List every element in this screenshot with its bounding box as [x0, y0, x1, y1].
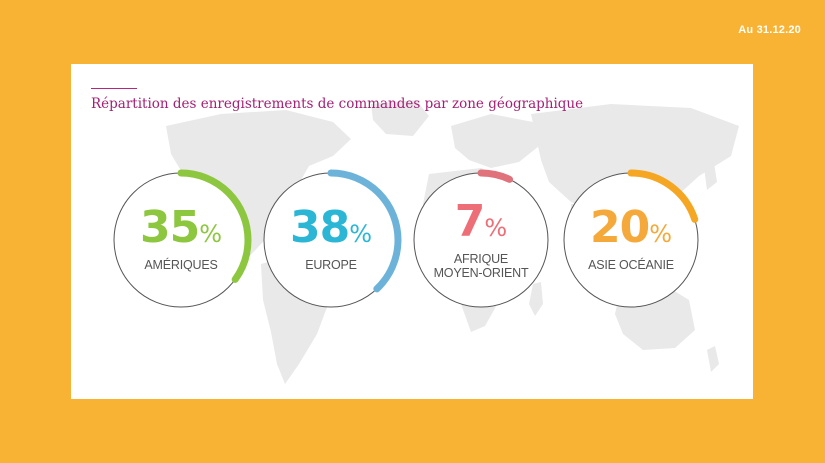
value-text-afrique-moyen-orient: 7%: [416, 200, 546, 250]
region-label-europe: EUROPE: [305, 258, 357, 272]
ring-arc-am-riques: [110, 169, 252, 311]
percent-symbol: %: [649, 220, 673, 248]
donut-rings: [110, 169, 702, 311]
value-number: 35: [139, 202, 200, 253]
donut-label-asie-oc-anie: 20% ASIE OCÉANIE: [566, 206, 696, 273]
donut-label-europe: 38% EUROPE: [266, 206, 396, 273]
ring-arc-afrique-moyen-orient: [410, 169, 552, 311]
value-text-am-riques: 35%: [116, 206, 246, 256]
region-label-asie-oc-anie: ASIE OCÉANIE: [588, 258, 674, 272]
value-number: 7: [454, 196, 486, 247]
chart-card: Répartition des enregistrements de comma…: [71, 64, 753, 399]
percent-symbol: %: [199, 220, 223, 248]
value-number: 38: [289, 202, 350, 253]
region-label-am-riques: AMÉRIQUES: [144, 258, 218, 272]
region-label-afrique-moyen-orient: AFRIQUE MOYEN-ORIENT: [433, 252, 529, 280]
donut-label-afrique-moyen-orient: 7% AFRIQUE MOYEN-ORIENT: [416, 200, 546, 281]
chart-title: Répartition des enregistrements de comma…: [91, 96, 584, 112]
value-text-asie-oc-anie: 20%: [566, 206, 696, 256]
donut-label-am-riques: 35% AMÉRIQUES: [116, 206, 246, 273]
date-label: Au 31.12.20: [738, 24, 801, 36]
percent-symbol: %: [484, 214, 508, 242]
value-number: 20: [589, 202, 650, 253]
ring-arc-asie-oc-anie: [560, 169, 702, 311]
value-text-europe: 38%: [266, 206, 396, 256]
title-accent-rule: [91, 88, 137, 89]
ring-arc-europe: [260, 169, 402, 311]
percent-symbol: %: [349, 220, 373, 248]
